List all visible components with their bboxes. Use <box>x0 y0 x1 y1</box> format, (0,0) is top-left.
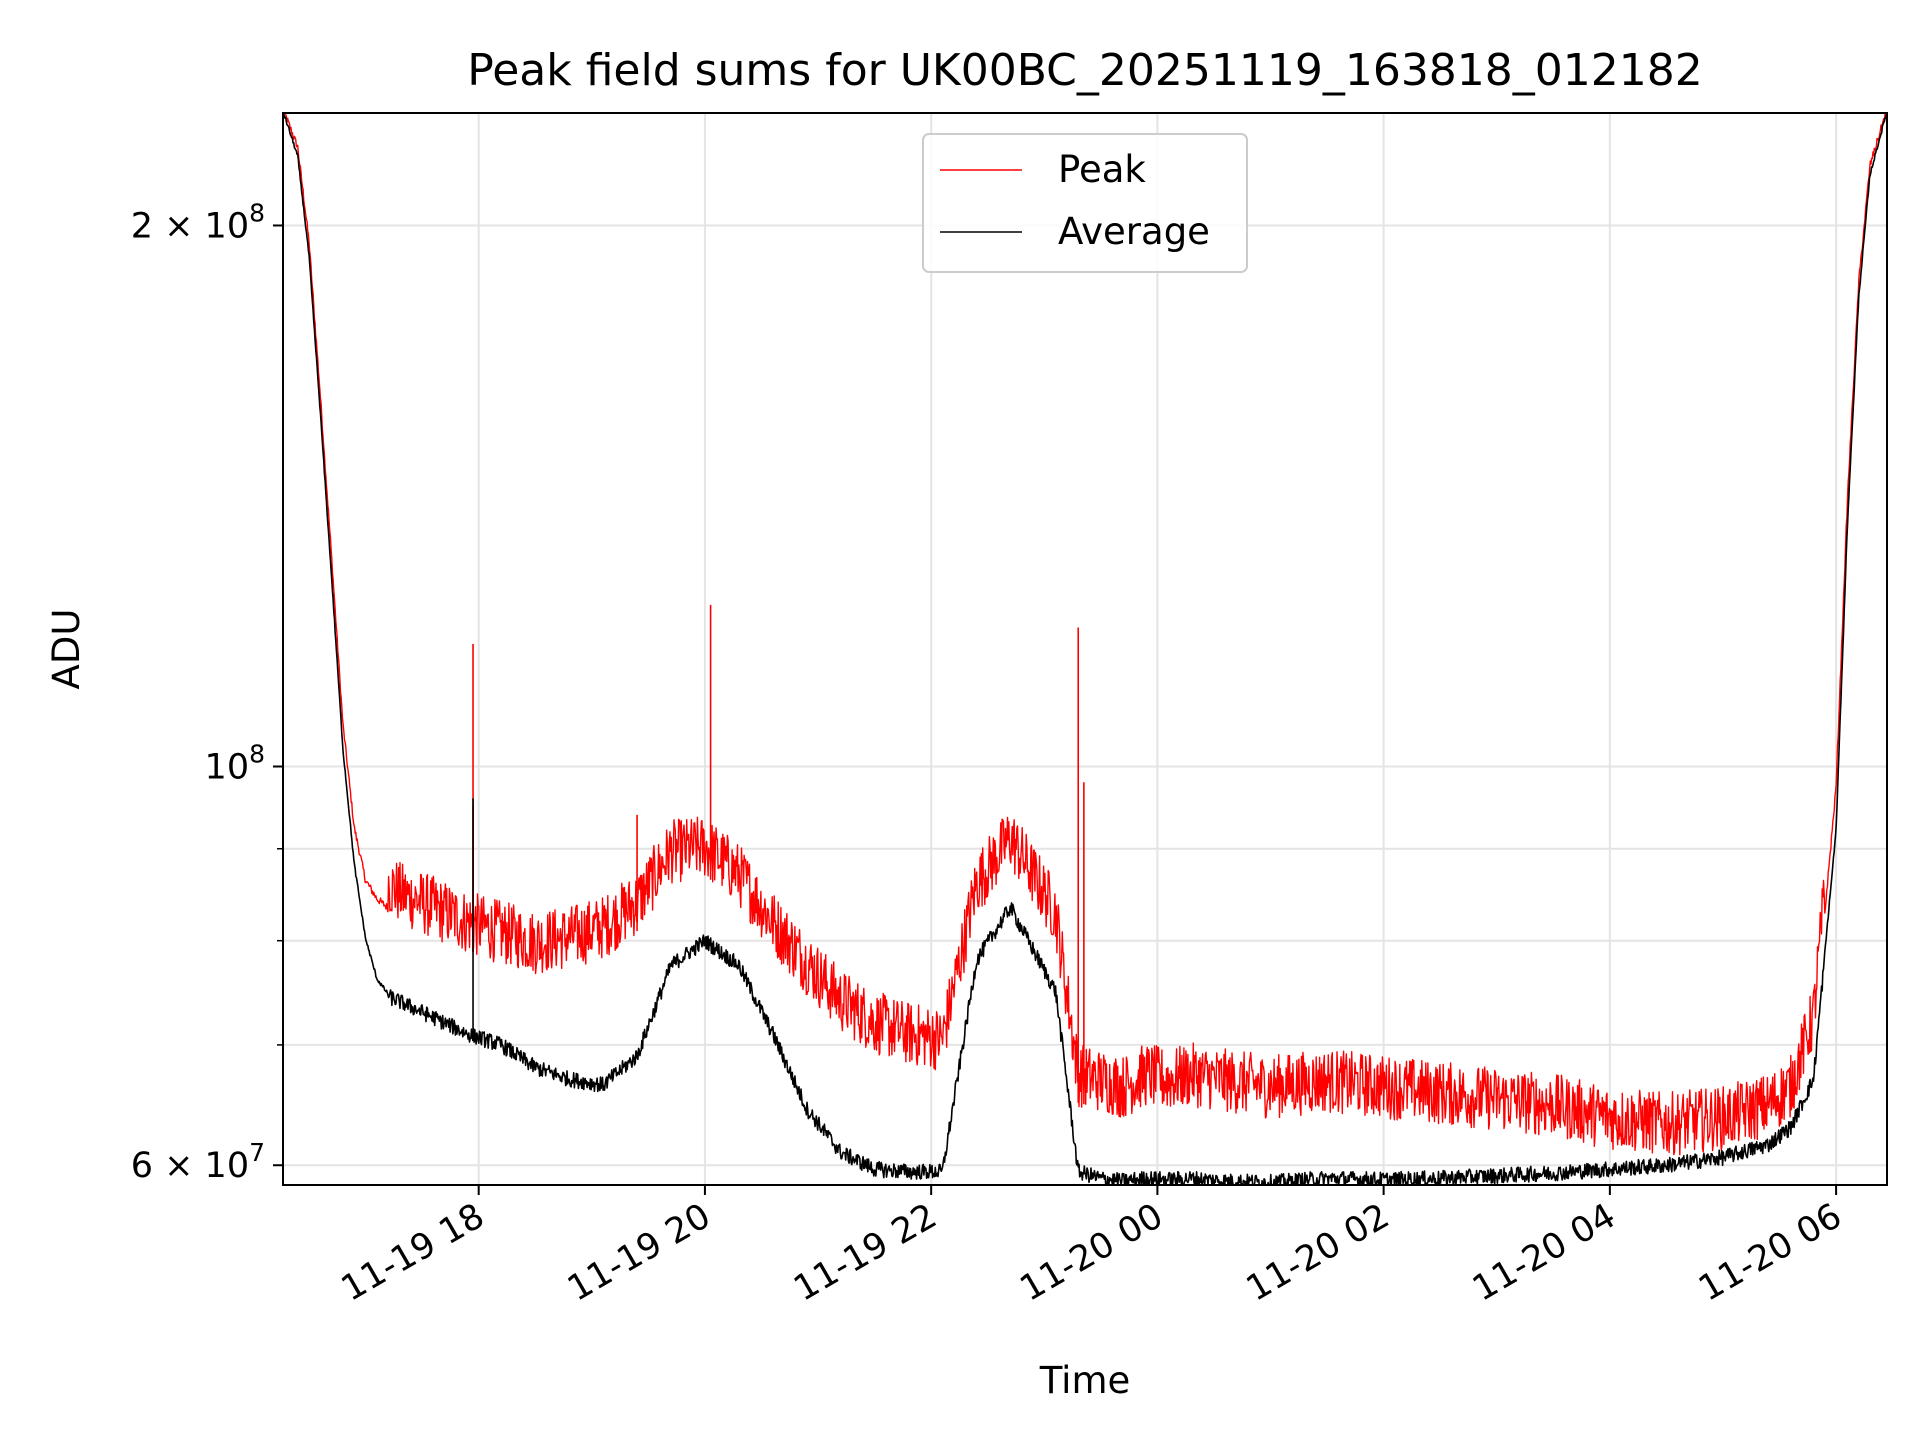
series-layer <box>283 113 1887 1185</box>
series-line-average <box>283 113 1887 1185</box>
y-tick-label: 2 × 108 <box>131 198 265 246</box>
plot-area <box>283 113 1887 1185</box>
legend-box <box>922 133 1248 273</box>
y-tick-label: 108 <box>205 740 265 788</box>
series-line-peak <box>283 113 1887 1156</box>
plot-frame <box>282 112 1888 1186</box>
chart-title: Peak field sums for UK00BC_20251119_1638… <box>467 45 1703 96</box>
legend-label-peak: Peak <box>1058 148 1146 191</box>
y-tick-label: 6 × 107 <box>131 1138 265 1186</box>
legend: Peak Average <box>922 133 1248 273</box>
x-axis-label: Time <box>1039 1359 1131 1402</box>
legend-label-average: Average <box>1058 210 1210 253</box>
y-axis: 6 × 107 108 2 × 108 <box>131 198 283 1186</box>
y-axis-label: ADU <box>45 609 88 690</box>
